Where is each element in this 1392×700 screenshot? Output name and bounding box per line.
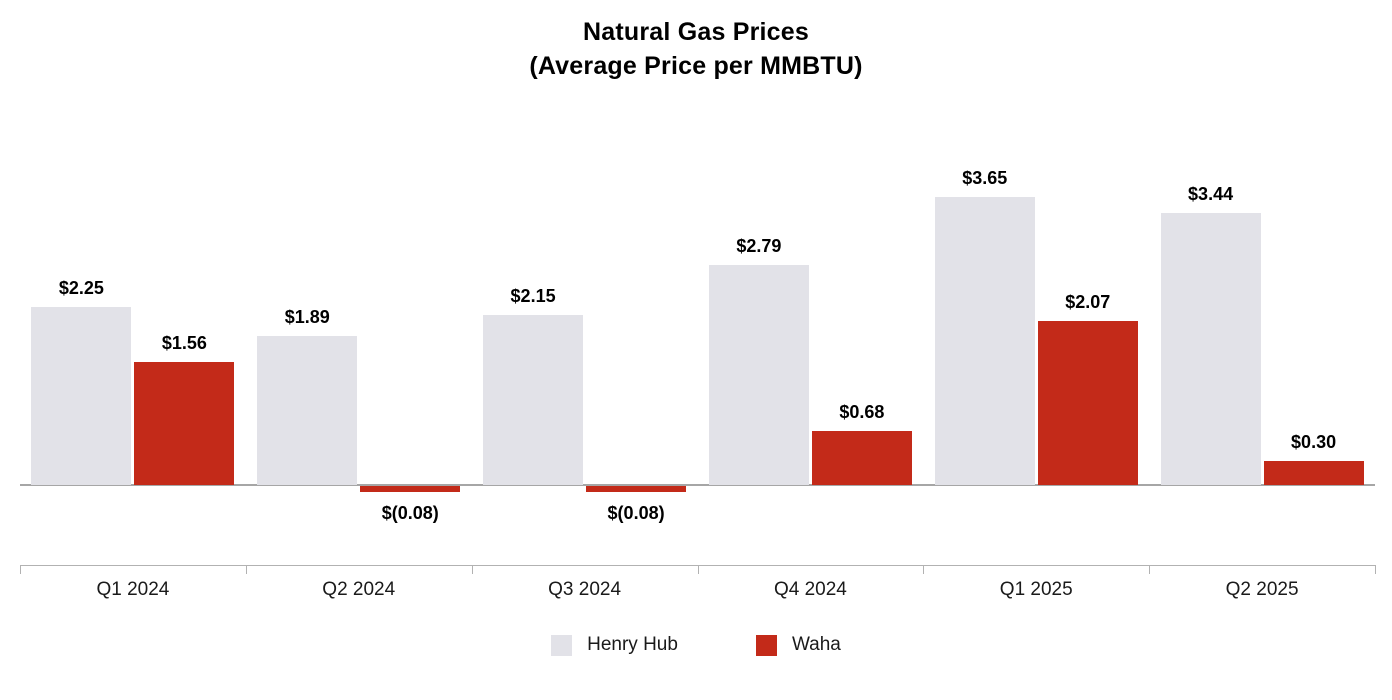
bar-henry-hub <box>708 264 809 485</box>
chart-subtitle: (Average Price per MMBTU) <box>529 52 863 80</box>
bar-henry-hub <box>31 307 132 485</box>
category-label: Q1 2024 <box>96 579 170 600</box>
value-label-waha: $(0.08) <box>381 503 439 524</box>
value-label-henry-hub: $1.89 <box>284 306 330 327</box>
category-label: Q4 2024 <box>773 579 847 600</box>
bar-henry-hub <box>257 335 358 485</box>
legend-item-waha: Waha <box>755 634 841 656</box>
legend-item-henry-hub: Henry Hub <box>551 634 678 656</box>
value-label-henry-hub: $3.44 <box>1188 184 1234 205</box>
value-label-waha: $2.07 <box>1065 292 1111 313</box>
value-label-henry-hub: $2.79 <box>736 235 782 256</box>
bar-waha <box>1037 321 1138 485</box>
legend-label-henry-hub: Henry Hub <box>587 634 678 655</box>
x-axis-tick <box>697 565 699 574</box>
x-axis-tick <box>20 565 21 574</box>
chart-title: Natural Gas Prices <box>583 18 809 46</box>
bar-henry-hub <box>1160 213 1261 485</box>
category-label: Q2 2025 <box>1225 579 1299 600</box>
category-label: Q2 2024 <box>322 579 396 600</box>
category-label: Q3 2024 <box>548 579 622 600</box>
category-label: Q1 2025 <box>999 579 1073 600</box>
bar-waha <box>811 431 912 485</box>
value-label-waha: $0.30 <box>1291 432 1337 453</box>
value-label-henry-hub: $2.25 <box>58 278 104 299</box>
x-axis-tick <box>1149 565 1151 574</box>
legend-swatch-henry-hub <box>551 634 573 656</box>
bar-waha <box>586 486 687 493</box>
x-axis-tick <box>245 565 247 574</box>
legend: Henry Hub Waha <box>0 634 1392 656</box>
bar-waha <box>360 486 461 493</box>
x-axis-tick <box>1375 565 1376 574</box>
x-axis-tick <box>471 565 473 574</box>
value-label-waha: $1.56 <box>161 332 207 353</box>
value-label-waha: $(0.08) <box>607 503 665 524</box>
bar-henry-hub <box>483 315 584 485</box>
x-axis-tick <box>923 565 925 574</box>
bar-waha <box>1263 461 1364 485</box>
legend-swatch-waha <box>755 634 777 656</box>
bar-waha <box>134 361 235 485</box>
value-label-waha: $0.68 <box>839 402 885 423</box>
bar-henry-hub <box>934 196 1035 485</box>
legend-label-waha: Waha <box>791 634 841 655</box>
value-label-henry-hub: $3.65 <box>962 167 1008 188</box>
value-label-henry-hub: $2.15 <box>510 286 556 307</box>
zero-baseline <box>20 484 1375 486</box>
